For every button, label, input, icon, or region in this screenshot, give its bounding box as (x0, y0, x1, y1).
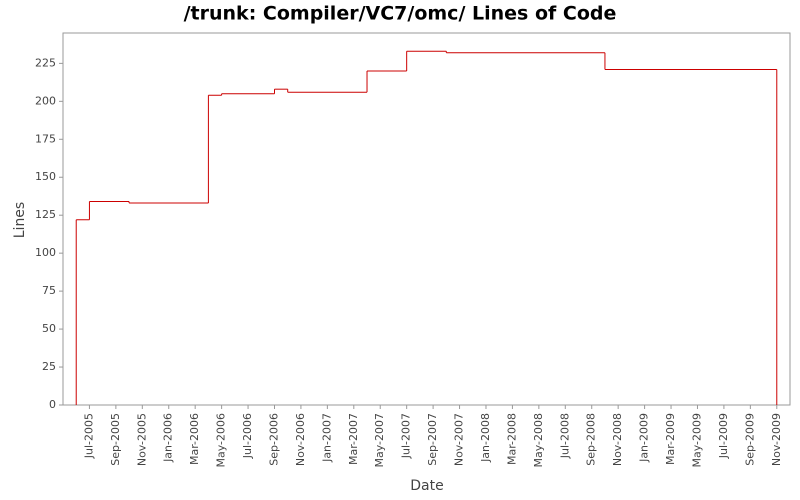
x-tick-label: May-2009 (690, 413, 703, 468)
x-tick-label: Nov-2006 (294, 413, 307, 466)
y-tick-label: 150 (35, 170, 56, 183)
x-tick-label: Nov-2008 (611, 413, 624, 466)
x-tick-label: Mar-2007 (347, 413, 360, 465)
x-tick-label: Sep-2006 (267, 413, 280, 466)
x-tick-label: May-2007 (373, 413, 386, 468)
y-tick-label: 175 (35, 132, 56, 145)
y-tick-label: 0 (49, 398, 56, 411)
x-tick-label: Jul-2006 (241, 413, 254, 459)
x-tick-label: Sep-2009 (743, 413, 756, 466)
y-tick-label: 100 (35, 246, 56, 259)
x-tick-label: Jan-2006 (162, 413, 175, 463)
y-tick-label: 25 (42, 360, 56, 373)
y-tick-label: 200 (35, 94, 56, 107)
y-tick-label: 125 (35, 208, 56, 221)
x-tick-label: May-2008 (532, 413, 545, 468)
x-tick-label: Jan-2007 (320, 413, 333, 463)
x-tick-label: Jul-2008 (558, 413, 571, 459)
x-tick-label: Sep-2005 (109, 413, 122, 466)
x-tick-label: May-2006 (215, 413, 228, 468)
x-axis-label: Date (410, 478, 443, 494)
x-tick-label: Nov-2009 (770, 413, 783, 466)
x-tick-label: Nov-2005 (135, 413, 148, 466)
x-tick-label: Mar-2006 (188, 413, 201, 465)
x-tick-label: Jul-2005 (82, 413, 95, 459)
y-tick-label: 50 (42, 322, 56, 335)
x-tick-label: Mar-2009 (664, 413, 677, 465)
y-axis-label: Lines (12, 202, 28, 238)
x-tick-label: Nov-2007 (453, 413, 466, 466)
x-tick-label: Jul-2009 (717, 413, 730, 459)
x-tick-label: Mar-2008 (505, 413, 518, 465)
x-tick-label: Sep-2007 (426, 413, 439, 466)
y-tick-label: 225 (35, 56, 56, 69)
x-tick-label: Sep-2008 (585, 413, 598, 466)
chart-title: /trunk: Compiler/VC7/omc/ Lines of Code (184, 3, 617, 25)
plot-frame (62, 32, 791, 406)
x-tick-label: Jan-2009 (638, 413, 651, 463)
x-tick-label: Jul-2007 (400, 413, 413, 459)
y-tick-label: 75 (42, 284, 56, 297)
x-tick-label: Jan-2008 (479, 413, 492, 463)
